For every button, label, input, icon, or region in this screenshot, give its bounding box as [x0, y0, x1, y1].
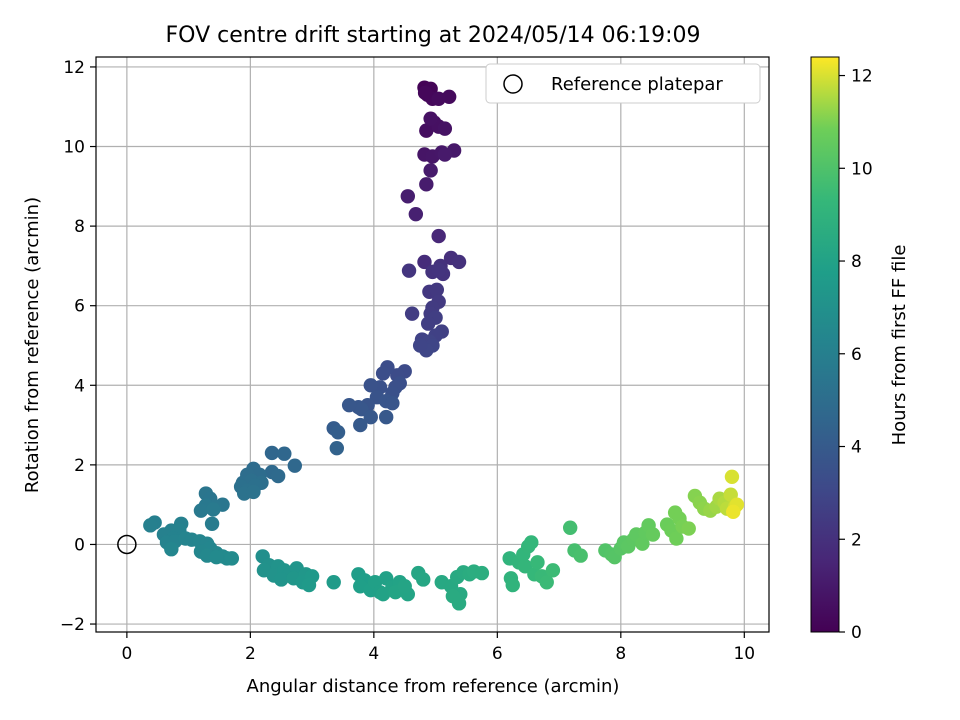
- data-point: [270, 468, 286, 484]
- data-point: [423, 163, 438, 178]
- data-point: [375, 586, 391, 602]
- data-point: [363, 409, 378, 425]
- data-point: [419, 123, 434, 138]
- data-point: [404, 306, 420, 321]
- colorbar: 0 2 4 6 8 10 12 Hours from first FF file: [810, 56, 910, 643]
- data-point: [725, 504, 741, 520]
- x-tick-label: 2: [245, 644, 256, 664]
- y-tick-label: 0: [74, 535, 85, 555]
- data-point: [341, 397, 357, 413]
- data-point: [505, 577, 520, 593]
- data-point: [681, 521, 696, 536]
- data-point: [164, 542, 179, 557]
- x-tick-label: 8: [615, 644, 626, 664]
- data-point: [264, 445, 280, 461]
- data-point: [539, 575, 554, 590]
- data-point: [420, 316, 436, 331]
- data-point: [429, 282, 445, 297]
- data-point: [474, 565, 490, 581]
- y-tick-label: 8: [74, 217, 85, 237]
- data-point: [277, 446, 292, 461]
- y-tick-label: 10: [63, 138, 85, 158]
- y-tick-label: 4: [74, 376, 85, 396]
- data-point: [143, 518, 158, 533]
- colorbar-tick-label: 8: [851, 252, 862, 272]
- data-point: [431, 262, 446, 278]
- data-point: [437, 121, 453, 136]
- data-point: [204, 516, 220, 531]
- plot-frame: [95, 56, 770, 633]
- data-point: [408, 206, 424, 222]
- legend-box: [485, 63, 761, 104]
- data-point: [326, 575, 341, 590]
- data-point: [524, 535, 539, 550]
- x-axis-label: Angular distance from reference (arcmin): [247, 676, 620, 697]
- data-point: [209, 549, 224, 565]
- x-tick-label: 10: [733, 644, 755, 664]
- data-point: [645, 527, 661, 542]
- data-point: [206, 502, 221, 517]
- data-point: [401, 263, 417, 278]
- data-point: [417, 254, 432, 270]
- data-point: [419, 177, 434, 192]
- colorbar-ticks: 0 2 4 6 8 10 12: [839, 67, 873, 643]
- y-tick-label: 6: [74, 297, 85, 317]
- scatter-points: [143, 80, 745, 611]
- data-point: [635, 536, 650, 551]
- data-point: [330, 425, 346, 440]
- x-tick-label: 0: [121, 644, 132, 664]
- data-point: [530, 555, 545, 570]
- legend-entry-reference: Reference platepar: [551, 74, 723, 95]
- chart-title: FOV centre drift starting at 2024/05/14 …: [166, 23, 701, 48]
- data-point: [301, 577, 317, 593]
- legend-marker-icon: [503, 74, 523, 94]
- colorbar-tick-label: 0: [851, 623, 862, 643]
- data-point: [451, 596, 467, 611]
- data-point: [416, 572, 431, 587]
- data-point: [385, 395, 400, 411]
- legend: Reference platepar: [485, 63, 761, 104]
- data-point: [545, 563, 561, 578]
- data-point: [669, 531, 684, 546]
- data-point: [573, 548, 588, 563]
- y-axis-label: Rotation from reference (arcmin): [22, 197, 43, 493]
- data-point: [562, 520, 578, 535]
- data-point: [363, 378, 378, 393]
- data-point: [423, 111, 438, 126]
- y-tick-label: 12: [63, 58, 85, 78]
- data-point: [724, 469, 740, 485]
- data-point: [412, 338, 428, 353]
- data-point: [397, 579, 412, 594]
- data-point: [287, 458, 303, 473]
- data-point: [378, 409, 394, 425]
- data-point: [431, 91, 446, 106]
- colorbar-label: Hours from first FF file: [889, 245, 910, 446]
- x-tick-label: 4: [368, 644, 379, 664]
- data-point: [451, 254, 467, 270]
- colorbar-tick-label: 4: [851, 438, 862, 458]
- colorbar-gradient: [810, 56, 840, 633]
- data-point: [193, 503, 209, 518]
- colorbar-tick-label: 12: [851, 67, 873, 87]
- data-point: [274, 572, 289, 587]
- colorbar-tick-label: 2: [851, 530, 862, 550]
- axis-ticks: 0 2 4 6 8 10 −2 0 2 4 6 8 10 12: [60, 58, 755, 664]
- data-point: [375, 366, 391, 381]
- data-point: [437, 147, 453, 162]
- data-point: [417, 85, 433, 101]
- data-point: [246, 484, 261, 500]
- y-tick-label: −2: [60, 615, 85, 635]
- y-tick-label: 2: [74, 456, 85, 476]
- x-tick-label: 6: [492, 644, 503, 664]
- data-point: [224, 551, 240, 566]
- colorbar-tick-label: 10: [851, 159, 873, 179]
- data-point: [400, 189, 416, 204]
- data-point: [353, 417, 368, 433]
- data-point: [329, 440, 344, 456]
- reference-platepar-marker: [117, 534, 137, 555]
- data-point: [431, 228, 446, 244]
- colorbar-tick-label: 6: [851, 345, 862, 365]
